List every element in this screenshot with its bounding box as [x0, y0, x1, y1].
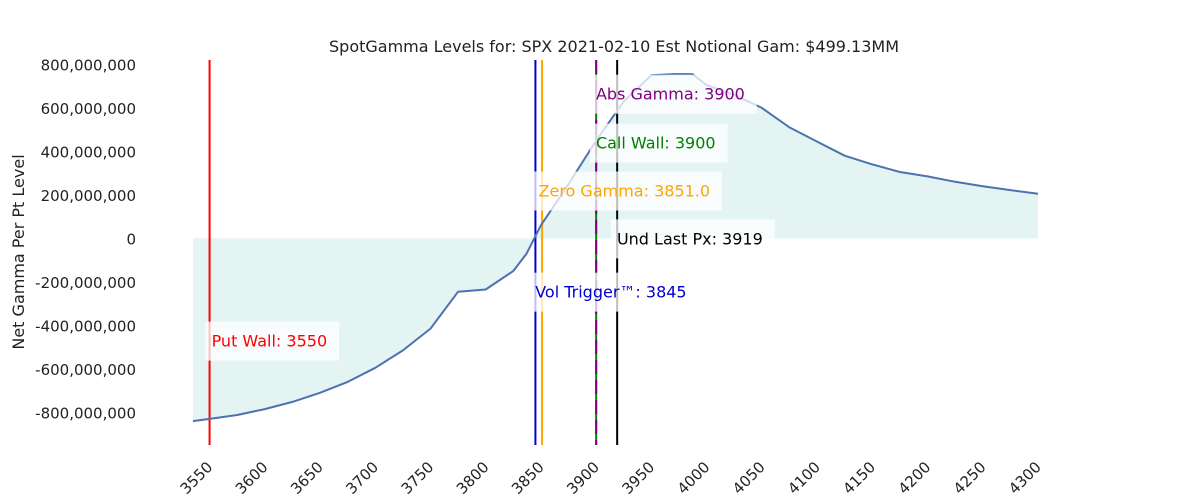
y-tick-label: 0: [126, 230, 136, 248]
series-line: [192, 73, 1039, 423]
level-label-0: Put Wall: 3550: [212, 332, 328, 351]
y-ticks-layer: 800,000,000 600,000,000 400,000,000 200,000…: [35, 56, 136, 422]
x-tick-label: 3900: [563, 458, 603, 498]
y-tick-label: 800,000,000: [41, 56, 136, 74]
y-tick-label: 600,000,000: [41, 100, 136, 118]
x-tick-label: 3600: [232, 458, 272, 498]
level-labels-layer: Put Wall: 3550 Vol Trigger™: 3845 Zero Gam…: [205, 74, 775, 361]
level-label-box-4: [589, 74, 757, 114]
x-tick-label: 3700: [342, 458, 382, 498]
level-label-box-1: [529, 272, 699, 312]
y-axis-label: Net Gamma Per Pt Level: [9, 154, 28, 349]
level-label-3: Call Wall: 3900: [596, 134, 716, 153]
x-tick-label: 4300: [1005, 458, 1045, 498]
x-tick-label: 3800: [453, 458, 493, 498]
x-tick-label: 4150: [839, 458, 879, 498]
y-tick-label: -800,000,000: [35, 404, 136, 422]
level-label-box-5: [610, 219, 775, 259]
y-tick-label: -600,000,000: [35, 361, 136, 379]
x-tick-label: 3950: [618, 458, 658, 498]
x-tick-label: 3550: [177, 458, 217, 498]
x-tick-label: 3650: [287, 458, 327, 498]
series-layer: [192, 73, 1039, 423]
fill-layer: [193, 74, 1038, 422]
level-label-2: Zero Gamma: 3851.0: [539, 182, 711, 201]
x-tick-label: 3750: [398, 458, 438, 498]
x-tick-label: 4000: [674, 458, 714, 498]
level-label-4: Abs Gamma: 3900: [596, 85, 745, 104]
y-tick-label: -400,000,000: [35, 317, 136, 335]
series-fill-area: [193, 74, 1038, 422]
x-tick-label: 4200: [895, 458, 935, 498]
x-tick-label: 4250: [950, 458, 990, 498]
level-label-box-0: [205, 321, 340, 361]
level-label-box-3: [589, 123, 728, 163]
y-tick-label: 200,000,000: [41, 187, 136, 205]
x-tick-label: 4050: [729, 458, 769, 498]
y-tick-label: 400,000,000: [41, 143, 136, 161]
x-tick-label: 4100: [784, 458, 824, 498]
level-label-box-2: [532, 171, 723, 211]
level-label-5: Und Last Px: 3919: [617, 229, 763, 248]
x-ticks-layer: 3550 3600 3650 3700 3750 3800 3850 3900 3950 4000…: [177, 458, 1045, 498]
level-label-1: Vol Trigger™: 3845: [535, 283, 686, 302]
x-tick-label: 3850: [508, 458, 548, 498]
chart-title: SpotGamma Levels for: SPX 2021-02-10 Est…: [329, 37, 899, 56]
y-tick-label: -200,000,000: [35, 274, 136, 292]
